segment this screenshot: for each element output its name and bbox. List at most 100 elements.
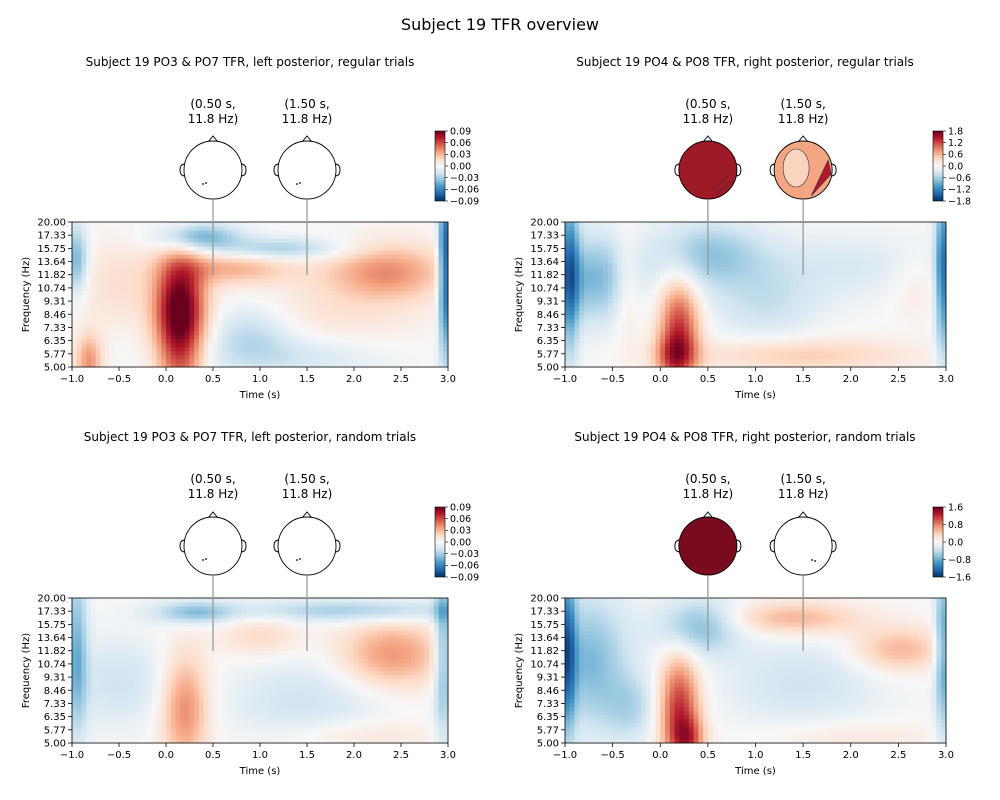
heatmap-cell: [650, 286, 656, 291]
heatmap-cell: [665, 306, 671, 312]
heatmap-cell: [217, 242, 223, 247]
heatmap-cell: [722, 334, 728, 340]
heatmap-cell: [410, 222, 416, 227]
heatmap-cell: [104, 278, 110, 283]
heatmap-cell: [184, 334, 190, 340]
heatmap-cell: [119, 334, 125, 340]
heatmap-cell: [584, 286, 590, 291]
heatmap-cell: [194, 314, 200, 320]
heatmap-cell: [391, 362, 397, 368]
heatmap-cell: [707, 278, 714, 283]
heatmap-cell: [736, 258, 742, 263]
heatmap-cell: [750, 274, 756, 279]
heatmap-cell: [161, 322, 167, 328]
heatmap-cell: [349, 254, 355, 259]
heatmap-cell: [807, 242, 814, 247]
heatmap-cell: [358, 246, 364, 251]
heatmap-cell: [669, 238, 675, 243]
heatmap-cell: [213, 306, 219, 312]
heatmap-cell: [81, 238, 87, 243]
heatmap-cell: [368, 314, 374, 320]
heatmap-cell: [72, 254, 78, 259]
heatmap-cell: [726, 230, 733, 235]
heatmap-cell: [817, 294, 823, 299]
heatmap-cell: [593, 254, 599, 259]
heatmap-cell: [208, 358, 214, 364]
heatmap-cell: [396, 246, 402, 251]
heatmap-cell: [803, 318, 809, 324]
heatmap-cell: [822, 294, 828, 299]
heatmap-cell: [660, 266, 666, 271]
heatmap-cell: [703, 258, 709, 263]
heatmap-cell: [109, 298, 115, 303]
heatmap-cell: [401, 338, 407, 344]
heatmap-cell: [779, 318, 785, 324]
heatmap-cell: [335, 290, 341, 295]
heatmap-cell: [669, 262, 675, 267]
heatmap-cell: [574, 342, 580, 348]
heatmap-cell: [798, 334, 804, 340]
heatmap-cell: [574, 298, 580, 303]
heatmap-cell: [114, 334, 120, 340]
heatmap-cell: [688, 362, 694, 368]
heatmap-cell: [688, 346, 694, 352]
heatmap-cell: [424, 226, 430, 231]
heatmap-cell: [236, 242, 242, 247]
heatmap-cell: [264, 298, 270, 303]
heatmap-cell: [736, 338, 742, 344]
heatmap-cell: [203, 230, 209, 235]
heatmap-cell: [774, 238, 780, 243]
heatmap-cell: [241, 258, 247, 263]
heatmap-cell: [382, 334, 388, 340]
heatmap-cell: [812, 310, 818, 316]
heatmap-cell: [717, 234, 723, 239]
heatmap-cell: [726, 226, 733, 231]
heatmap-cell: [622, 294, 628, 299]
heatmap-cell: [81, 342, 87, 348]
heatmap-cell: [593, 238, 599, 243]
heatmap-cell: [213, 246, 219, 251]
heatmap-cell: [410, 234, 416, 239]
heatmap-cell: [622, 238, 628, 243]
heatmap-cell: [81, 314, 87, 320]
heatmap-cell: [95, 222, 101, 227]
heatmap-cell: [335, 354, 341, 360]
heatmap-cell: [793, 290, 799, 295]
heatmap-cell: [584, 254, 590, 259]
heatmap-cell: [731, 234, 737, 239]
heatmap-cell: [325, 362, 331, 368]
heatmap-cell: [189, 314, 195, 320]
heatmap-cell: [288, 258, 294, 263]
sensor-dot: [296, 183, 298, 185]
heatmap-cell: [142, 362, 148, 368]
heatmap-cell: [349, 354, 355, 360]
heatmap-cell: [231, 338, 237, 344]
heatmap-cell: [368, 242, 374, 247]
heatmap-cell: [443, 330, 449, 336]
heatmap-cell: [358, 322, 364, 328]
heatmap-cell: [76, 226, 82, 231]
heatmap-cell: [712, 346, 718, 352]
heatmap-cell: [803, 258, 809, 263]
heatmap-cell: [227, 230, 233, 235]
heatmap-cell: [726, 314, 733, 320]
heatmap-cell: [297, 282, 303, 287]
heatmap-cell: [569, 222, 575, 227]
heatmap-cell: [569, 266, 575, 271]
heatmap-cell: [236, 270, 242, 275]
heatmap-cell: [831, 306, 837, 312]
heatmap-cell: [245, 270, 251, 275]
y-axis-label: Frequency (Hz): [21, 257, 32, 333]
heatmap-cell: [784, 250, 790, 255]
heatmap-cell: [793, 326, 799, 332]
heatmap-cell: [104, 266, 110, 271]
heatmap-cell: [208, 254, 214, 259]
heatmap-cell: [156, 262, 162, 267]
heatmap-cell: [433, 270, 439, 275]
heatmap-cell: [292, 258, 298, 263]
heatmap-cell: [645, 298, 652, 303]
heatmap-cell: [95, 278, 101, 283]
heatmap-cell: [123, 250, 129, 255]
heatmap-cell: [231, 222, 237, 227]
heatmap-cell: [137, 246, 143, 251]
